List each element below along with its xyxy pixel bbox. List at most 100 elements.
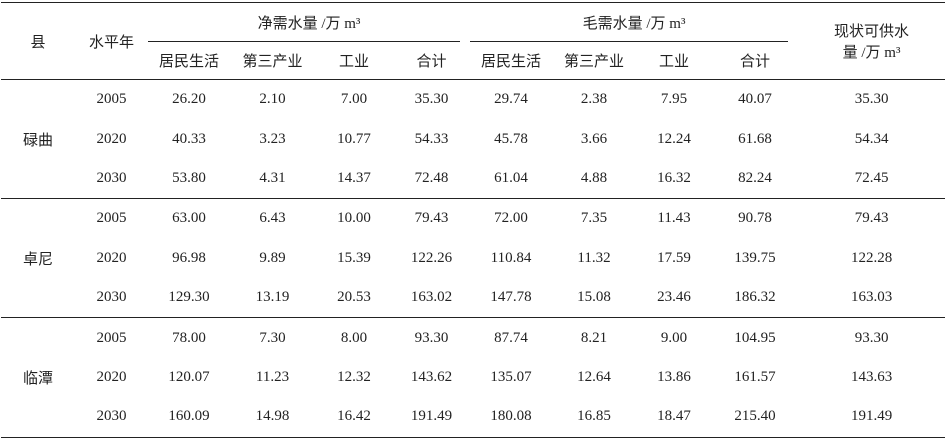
value-cell: 53.80 — [172, 169, 206, 186]
value-cell: 104.95 — [734, 329, 776, 346]
value-cell: 90.78 — [738, 210, 772, 227]
value-cell: 7.30 — [259, 329, 286, 346]
table-row: 2020 96.98 9.89 15.39 122.26 110.84 11.32 17.59… — [1, 239, 945, 278]
year-cell: 2020 — [96, 368, 127, 385]
value-cell: 3.23 — [259, 130, 286, 147]
header-cell: 净需水量 /万 m³ — [148, 3, 470, 43]
value-cell: 122.26 — [410, 249, 453, 266]
table-row: 2030 160.09 14.98 16.42 191.49 180.08 16.85 18.… — [1, 397, 946, 438]
table-row: 2020 120.07 11.23 12.32 143.62 135.07 12.64 13.… — [1, 358, 945, 397]
value-cell: 2.38 — [580, 91, 608, 108]
value-cell: 40.07 — [738, 91, 772, 108]
value-cell: 87.74 — [494, 329, 528, 346]
value-cell: 79.43 — [414, 210, 449, 227]
header-cell: 居民生活 — [481, 54, 542, 70]
header-row: 县 水平年 净需水量 /万 m³ 毛需水量 /万 m³ 现状可供水量 /万 m³ — [1, 2, 946, 61]
value-cell: 54.33 — [414, 130, 449, 147]
header-cell: 第三产业 — [564, 54, 625, 70]
header-cell: 水平年 — [88, 34, 134, 51]
value-cell: 8.00 — [340, 329, 368, 346]
value-cell: 17.59 — [657, 249, 691, 266]
year-cell: 2020 — [96, 249, 127, 266]
value-cell: 93.30 — [414, 329, 449, 346]
value-cell: 9.89 — [259, 249, 286, 266]
value-cell: 129.30 — [168, 289, 210, 306]
value-cell: 215.40 — [734, 408, 776, 425]
value-cell: 163.02 — [410, 289, 453, 306]
value-cell: 163.03 — [850, 289, 893, 306]
header-cell: 合计 — [740, 54, 771, 70]
county-cell: 碌曲 — [22, 132, 53, 149]
value-cell: 122.28 — [850, 249, 893, 266]
year-cell: 2005 — [96, 210, 127, 227]
header-cell: 县 — [30, 34, 46, 51]
header-cell: 工业 — [338, 54, 369, 70]
value-cell: 6.43 — [259, 210, 286, 227]
value-cell: 45.78 — [494, 130, 528, 147]
value-cell: 13.19 — [255, 289, 290, 306]
value-cell: 15.39 — [337, 249, 371, 266]
value-cell: 147.78 — [490, 289, 532, 306]
value-cell: 16.42 — [337, 408, 371, 425]
value-cell: 26.20 — [172, 91, 206, 108]
value-cell: 110.84 — [490, 249, 532, 266]
value-cell: 143.63 — [850, 368, 893, 385]
value-cell: 143.62 — [410, 368, 453, 385]
value-cell: 7.35 — [580, 210, 608, 227]
value-cell: 7.95 — [660, 91, 688, 108]
value-cell: 135.07 — [490, 368, 532, 385]
table-row: 卓尼 2005 63.00 6.43 10.00 79.43 72.00 7.35 11.43 9… — [1, 198, 946, 268]
value-cell: 23.46 — [657, 289, 691, 306]
value-cell: 11.32 — [577, 249, 611, 266]
value-cell: 93.30 — [854, 329, 889, 346]
table-row: 2030 53.80 4.31 14.37 72.48 61.04 4.88 16.32 82.… — [1, 159, 945, 199]
value-cell: 15.08 — [577, 289, 611, 306]
header-cell: 毛需水量 /万 m³ — [470, 3, 798, 43]
value-cell: 14.98 — [255, 408, 290, 425]
value-cell: 4.88 — [580, 169, 608, 186]
value-cell: 10.00 — [337, 210, 371, 227]
value-cell: 40.33 — [172, 130, 206, 147]
value-cell: 16.85 — [577, 408, 611, 425]
header-cell: 工业 — [659, 54, 690, 70]
value-cell: 79.43 — [854, 210, 889, 227]
value-cell: 4.31 — [259, 169, 286, 186]
year-cell: 2030 — [96, 169, 127, 186]
value-cell: 186.32 — [734, 289, 776, 306]
value-cell: 3.66 — [580, 130, 608, 147]
value-cell: 11.43 — [657, 210, 691, 227]
header-cell: 现状可供水量 /万 m³ — [834, 24, 910, 61]
value-cell: 13.86 — [657, 368, 691, 385]
value-cell: 139.75 — [734, 249, 776, 266]
value-cell: 9.00 — [660, 329, 688, 346]
value-cell: 54.34 — [854, 130, 889, 147]
value-cell: 161.57 — [734, 368, 776, 385]
header-cell: 合计 — [416, 54, 447, 70]
value-cell: 12.32 — [337, 368, 371, 385]
table-row: 2030 129.30 13.19 20.53 163.02 147.78 15.08 23.… — [1, 278, 945, 318]
value-cell: 78.00 — [172, 329, 206, 346]
value-cell: 12.64 — [577, 368, 611, 385]
header-row: 居民生活 第三产业 工业 合计 居民生活 第三产业 工业 合计 — [1, 42, 946, 80]
table-row: 碌曲 2005 26.20 2.10 7.00 35.30 29.74 2.38 7.95 40.… — [1, 80, 945, 148]
year-cell: 2005 — [96, 91, 127, 108]
value-cell: 18.47 — [657, 408, 691, 425]
value-cell: 29.74 — [494, 91, 528, 108]
value-cell: 180.08 — [490, 408, 532, 425]
county-cell: 卓尼 — [22, 251, 53, 268]
year-cell: 2030 — [96, 408, 127, 425]
value-cell: 8.21 — [580, 329, 608, 346]
value-cell: 2.10 — [259, 91, 286, 108]
year-cell: 2005 — [96, 329, 127, 346]
year-cell: 2030 — [96, 289, 127, 306]
table-row: 临潭 2005 78.00 7.30 8.00 93.30 87.74 8.21 9.00 104… — [1, 317, 946, 387]
header-cell: 第三产业 — [242, 54, 303, 70]
value-cell: 63.00 — [172, 210, 206, 227]
value-cell: 11.23 — [255, 368, 290, 385]
table-row: 2020 40.33 3.23 10.77 54.33 45.78 3.66 12.24 61.… — [1, 119, 945, 158]
value-cell: 14.37 — [337, 169, 371, 186]
value-cell: 35.30 — [854, 91, 889, 108]
value-cell: 61.68 — [738, 130, 772, 147]
